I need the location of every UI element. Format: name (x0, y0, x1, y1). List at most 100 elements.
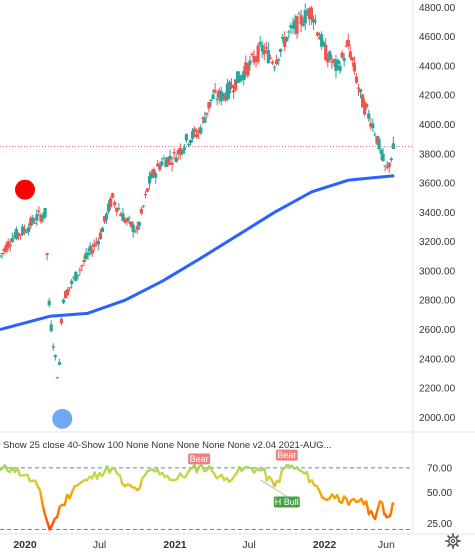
candle-body (127, 217, 131, 219)
candle-body (299, 15, 303, 25)
candle (287, 29, 291, 39)
candle-body (287, 31, 291, 33)
candle-body (369, 123, 373, 127)
candle-body (240, 75, 244, 79)
indicator-y-tick-label: 70.00 (427, 463, 452, 474)
candle (254, 55, 258, 68)
candle-body (115, 207, 119, 212)
candle (293, 14, 297, 35)
candle-body (244, 62, 248, 74)
candle (172, 148, 176, 160)
candle-body (94, 242, 98, 244)
candle-body (215, 98, 219, 101)
candle (66, 287, 70, 296)
candle (6, 238, 10, 251)
divergence-line (260, 479, 288, 497)
candle (262, 43, 266, 61)
candle (279, 48, 283, 57)
candle-body (2, 248, 6, 252)
candle-body (250, 53, 254, 56)
candle (16, 232, 21, 241)
candle (123, 217, 127, 224)
candle (174, 153, 178, 163)
candle-body (106, 203, 111, 212)
candle-body (147, 175, 152, 184)
candle (217, 87, 221, 104)
candle (199, 124, 203, 136)
candle (39, 212, 43, 224)
candle (8, 239, 12, 252)
candle (285, 36, 289, 43)
candle-body (223, 95, 227, 101)
candle (102, 215, 107, 225)
y-tick-label: 4200.00 (419, 91, 456, 102)
buy-signal-dot (52, 408, 73, 429)
candle (264, 41, 268, 54)
candle-body (176, 150, 180, 155)
candle-body (246, 63, 250, 76)
candle-body (27, 227, 31, 232)
candle (193, 126, 197, 138)
candle-body (152, 168, 156, 177)
candle-body (41, 216, 45, 219)
candle (186, 142, 191, 148)
candle-body (102, 216, 107, 222)
candle-body (51, 346, 55, 348)
candle-body (346, 39, 350, 47)
candle-body (233, 79, 238, 91)
candle-body (76, 274, 80, 277)
candle (178, 143, 182, 160)
candle-body (371, 123, 375, 129)
candle (166, 156, 170, 167)
candle-body (188, 139, 193, 144)
candle (363, 98, 367, 117)
y-tick-label: 3000.00 (419, 266, 456, 277)
candle (14, 226, 18, 241)
candle (391, 136, 395, 150)
candle-body (231, 90, 236, 93)
candle-body (86, 252, 90, 256)
candle (188, 139, 193, 146)
candle (227, 79, 232, 99)
y-tick-label: 4600.00 (419, 32, 456, 43)
label-box (275, 449, 298, 461)
candle (51, 343, 55, 351)
candle (322, 40, 326, 48)
candle (160, 157, 164, 167)
y-tick-label: 3400.00 (419, 208, 456, 219)
candle (94, 237, 98, 248)
candle-body (340, 52, 344, 58)
candle-body (330, 61, 334, 63)
candle (141, 204, 146, 209)
candle (238, 71, 242, 83)
candle (139, 206, 143, 216)
candle (383, 164, 387, 172)
gear-icon[interactable] (445, 533, 461, 549)
candle-body (20, 226, 25, 235)
y-tick-label: 4000.00 (419, 120, 456, 131)
candle (379, 148, 383, 161)
candle (283, 31, 287, 52)
y-tick-label: 2400.00 (419, 354, 456, 365)
candle (158, 162, 162, 172)
candle-body (29, 218, 33, 227)
candle (125, 217, 129, 226)
candle-body (182, 147, 186, 151)
candle (365, 103, 369, 110)
candle-body (59, 318, 64, 324)
candle-body (270, 61, 275, 64)
candle (29, 215, 33, 230)
candle (41, 212, 45, 223)
candle-body (217, 90, 221, 98)
candle-body (391, 143, 395, 150)
candle (76, 274, 80, 280)
candle-body (88, 245, 92, 252)
candle (389, 157, 393, 163)
candle-body (209, 99, 213, 102)
candle (305, 8, 309, 16)
indicator-y-tick-label: 50.00 (427, 488, 452, 499)
candle (111, 192, 115, 199)
candle (100, 226, 105, 233)
candle-body (385, 166, 389, 168)
candle-body (227, 81, 232, 94)
